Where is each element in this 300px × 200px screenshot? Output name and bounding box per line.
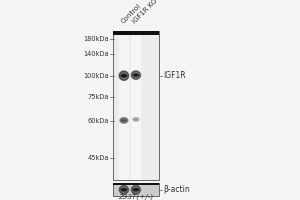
Ellipse shape [132,187,140,193]
Ellipse shape [132,186,140,193]
Ellipse shape [131,185,141,194]
Text: IGF1R: IGF1R [164,71,186,80]
Ellipse shape [120,118,128,123]
Ellipse shape [120,72,128,80]
Ellipse shape [121,73,127,79]
Bar [131,31,141,180]
Ellipse shape [120,118,128,123]
Ellipse shape [120,72,128,79]
Ellipse shape [131,185,140,194]
Ellipse shape [131,186,140,194]
Text: 100kDa: 100kDa [83,73,109,79]
Text: 60kDa: 60kDa [87,118,109,124]
Ellipse shape [121,73,127,79]
Ellipse shape [133,187,139,192]
Ellipse shape [132,186,140,193]
Ellipse shape [121,187,127,192]
Ellipse shape [132,186,140,194]
Ellipse shape [119,185,129,194]
Bar [112,183,159,185]
Ellipse shape [120,118,128,123]
Text: β-actin: β-actin [164,185,190,194]
Text: IGF1R KO: IGF1R KO [132,0,159,25]
Bar [112,31,159,180]
Ellipse shape [133,72,139,78]
Ellipse shape [121,187,127,193]
Ellipse shape [120,72,128,79]
Ellipse shape [120,117,128,123]
Ellipse shape [133,72,139,78]
Ellipse shape [120,118,128,123]
Ellipse shape [133,187,139,192]
Ellipse shape [122,120,126,121]
Ellipse shape [133,187,139,193]
Ellipse shape [119,71,129,81]
Ellipse shape [119,71,128,80]
Ellipse shape [121,187,127,192]
Ellipse shape [132,186,140,194]
Bar [112,183,159,196]
Text: 75kDa: 75kDa [87,94,109,100]
Ellipse shape [119,71,128,80]
Text: 180kDa: 180kDa [83,36,109,42]
Ellipse shape [119,71,129,80]
Ellipse shape [132,72,140,79]
Ellipse shape [120,186,128,194]
Ellipse shape [132,72,140,78]
Ellipse shape [133,187,139,192]
Ellipse shape [121,189,127,191]
Ellipse shape [120,187,128,193]
Bar [112,31,159,35]
Ellipse shape [132,71,140,79]
Text: 45kDa: 45kDa [87,155,109,161]
Ellipse shape [120,72,128,80]
Ellipse shape [132,72,140,78]
Ellipse shape [121,73,127,78]
Ellipse shape [121,118,127,123]
Ellipse shape [132,72,140,79]
Bar [131,183,141,196]
Ellipse shape [120,72,128,80]
Ellipse shape [133,73,139,78]
Ellipse shape [132,186,140,193]
Ellipse shape [119,186,128,194]
Ellipse shape [133,187,139,193]
Bar [119,31,129,180]
Ellipse shape [121,74,127,77]
Bar [119,183,129,196]
Ellipse shape [121,73,127,78]
Ellipse shape [120,186,128,193]
Text: Control: Control [120,3,142,25]
Ellipse shape [133,73,139,78]
Ellipse shape [131,71,141,80]
Ellipse shape [132,71,140,79]
Ellipse shape [134,119,138,120]
Ellipse shape [133,74,139,76]
Ellipse shape [119,185,128,194]
Ellipse shape [121,187,127,192]
Text: 293T(+/-): 293T(+/-) [119,193,154,200]
Ellipse shape [132,186,140,193]
Ellipse shape [120,186,128,193]
Ellipse shape [120,72,128,79]
Ellipse shape [120,186,128,193]
Ellipse shape [120,186,128,194]
Ellipse shape [133,189,139,191]
Ellipse shape [121,187,127,193]
Ellipse shape [133,72,139,78]
Ellipse shape [131,71,140,79]
Ellipse shape [121,118,127,123]
Ellipse shape [132,71,140,79]
Ellipse shape [121,73,127,78]
Text: 140kDa: 140kDa [83,51,109,57]
Ellipse shape [120,117,128,123]
Ellipse shape [120,72,128,79]
Ellipse shape [120,118,128,123]
Ellipse shape [131,71,140,79]
Ellipse shape [120,186,128,193]
